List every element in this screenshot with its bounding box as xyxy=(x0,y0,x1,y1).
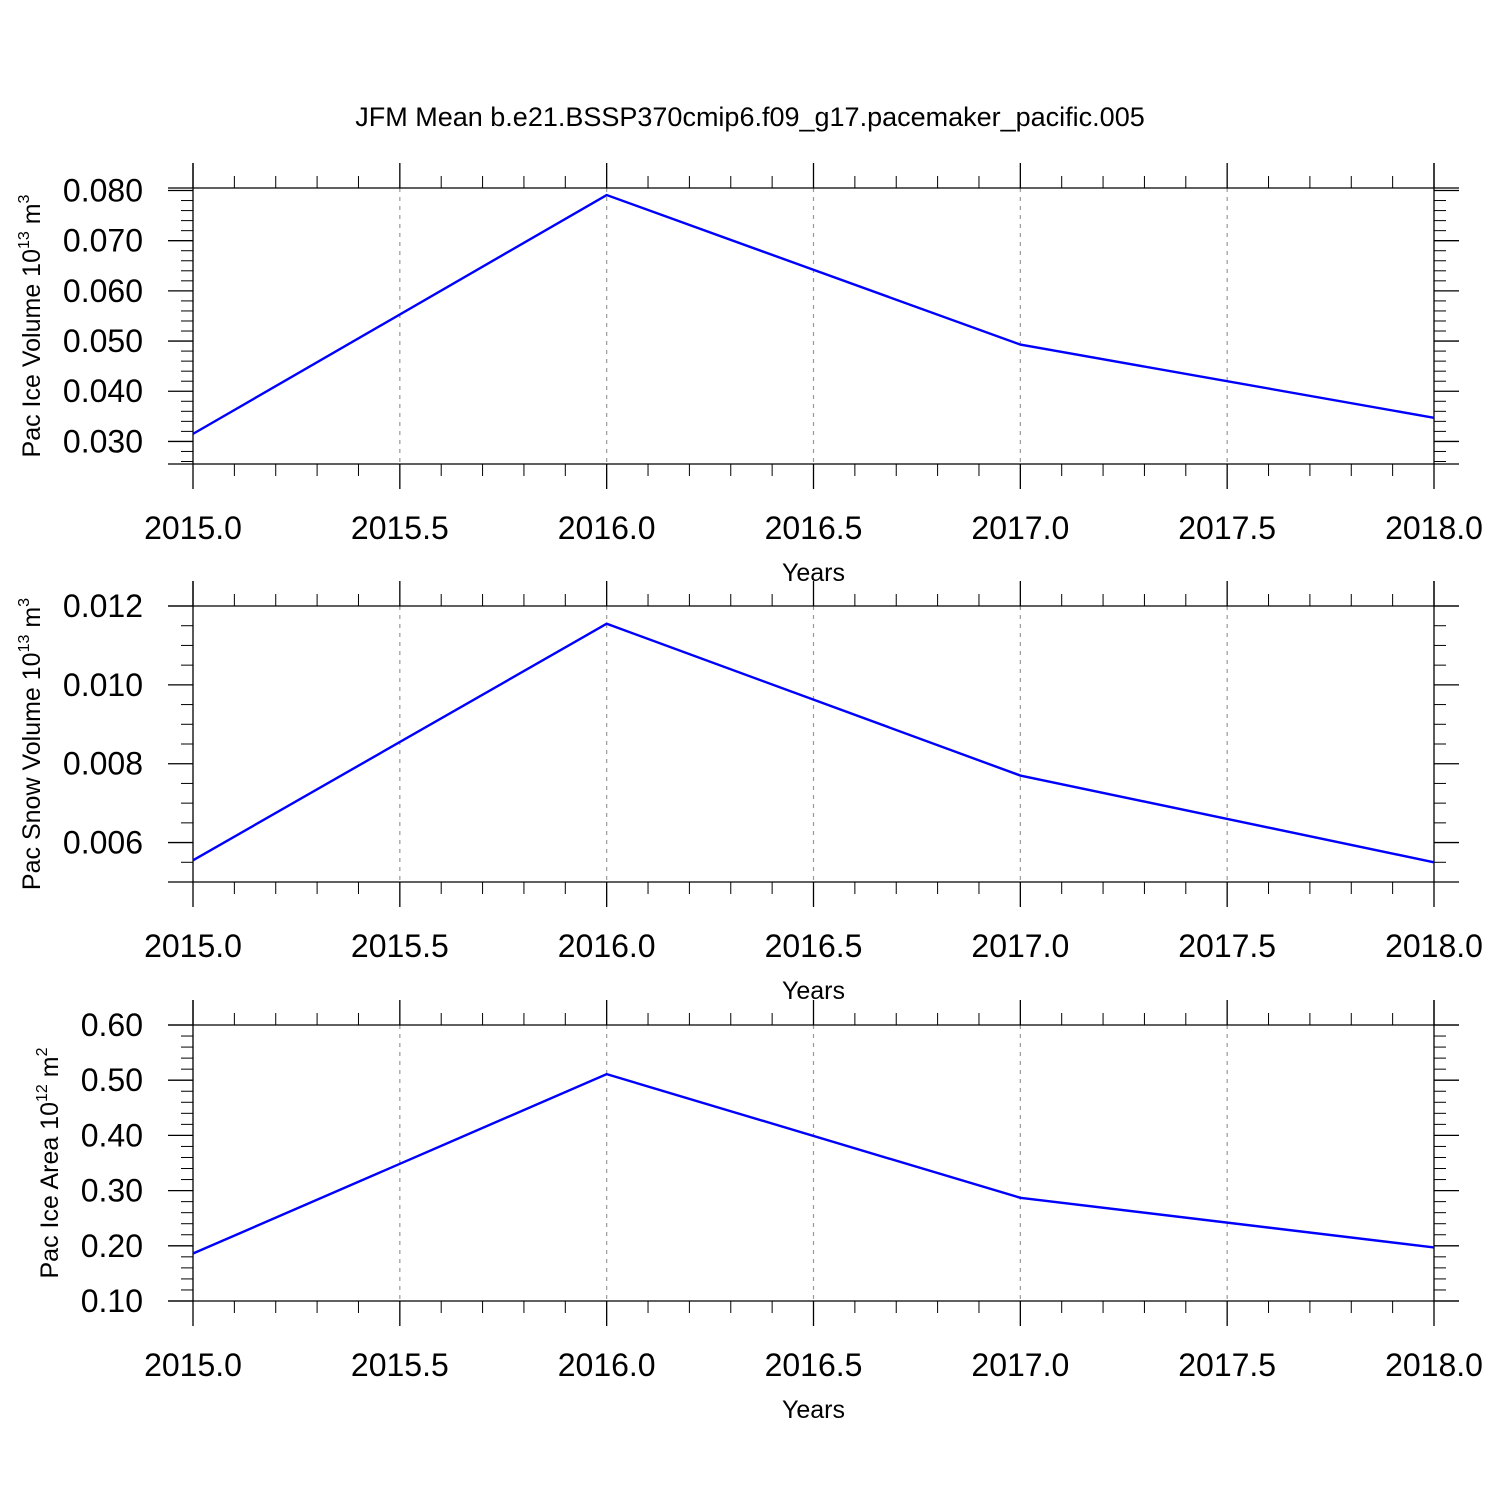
x-tick-label: 2015.5 xyxy=(351,1347,449,1383)
y-tick-label: 0.012 xyxy=(63,588,143,624)
x-tick-label: 2016.5 xyxy=(765,928,863,964)
y-tick-label: 0.30 xyxy=(81,1173,143,1209)
x-tick-label: 2017.0 xyxy=(971,928,1069,964)
x-tick-label: 2015.0 xyxy=(144,928,242,964)
y-tick-label: 0.008 xyxy=(63,746,143,782)
x-axis-label: Years xyxy=(782,1396,845,1424)
y-tick-label: 0.010 xyxy=(63,667,143,703)
x-tick-label: 2015.5 xyxy=(351,928,449,964)
series-line xyxy=(192,1072,1435,1255)
chart-panel-1: 2015.0 2015.5 2016.0 2016.5 2017.0 2017.5 2018… xyxy=(16,163,1483,587)
x-tick-label: 2018.0 xyxy=(1385,1347,1483,1383)
y-tick-label: 0.006 xyxy=(63,825,143,861)
panels: 2015.0 2015.5 2016.0 2016.5 2017.0 2017.5 2018… xyxy=(16,163,1483,1424)
figure-title: JFM Mean b.e21.BSSP370cmip6.f09_g17.pace… xyxy=(355,102,1144,132)
y-tick-label: 0.040 xyxy=(63,373,143,409)
x-tick-label: 2018.0 xyxy=(1385,510,1483,546)
x-tick-label: 2017.0 xyxy=(971,1347,1069,1383)
x-tick-label: 2017.5 xyxy=(1178,1347,1276,1383)
y-tick-label: 0.030 xyxy=(63,423,143,459)
series-line xyxy=(192,193,1435,435)
x-tick-label: 2015.0 xyxy=(144,510,242,546)
x-tick-label: 2017.5 xyxy=(1178,510,1276,546)
y-axis-label: Pac Snow Volume 1013 m3 xyxy=(16,598,46,890)
y-tick-label: 0.60 xyxy=(81,1007,143,1043)
y-tick-label: 0.10 xyxy=(81,1283,143,1319)
y-axis-label: Pac Ice Volume 1013 m3 xyxy=(16,194,46,457)
x-tick-label: 2017.5 xyxy=(1178,928,1276,964)
x-tick-label: 2016.0 xyxy=(558,510,656,546)
y-axis-label: Pac Ice Area 1012 m2 xyxy=(34,1047,64,1278)
y-tick-label: 0.20 xyxy=(81,1228,143,1264)
y-tick-label: 0.050 xyxy=(63,323,143,359)
x-tick-label: 2016.5 xyxy=(765,510,863,546)
x-tick-label: 2017.0 xyxy=(971,510,1069,546)
x-tick-label: 2015.0 xyxy=(144,1347,242,1383)
y-tick-label: 0.060 xyxy=(63,273,143,309)
x-tick-label: 2016.5 xyxy=(765,1347,863,1383)
y-tick-label: 0.50 xyxy=(81,1062,143,1098)
x-tick-label: 2015.5 xyxy=(351,510,449,546)
y-tick-label: 0.40 xyxy=(81,1117,143,1153)
series-line xyxy=(192,622,1435,864)
y-tick-label: 0.070 xyxy=(63,223,143,259)
x-tick-label: 2018.0 xyxy=(1385,928,1483,964)
chart-panel-3: 2015.0 2015.5 2016.0 2016.5 2017.0 2017.5 2018… xyxy=(34,1000,1483,1424)
x-tick-label: 2016.0 xyxy=(558,928,656,964)
x-tick-label: 2016.0 xyxy=(558,1347,656,1383)
chart-panel-2: 2015.0 2015.5 2016.0 2016.5 2017.0 2017.5 2018… xyxy=(16,581,1483,1005)
y-tick-label: 0.080 xyxy=(63,173,143,209)
